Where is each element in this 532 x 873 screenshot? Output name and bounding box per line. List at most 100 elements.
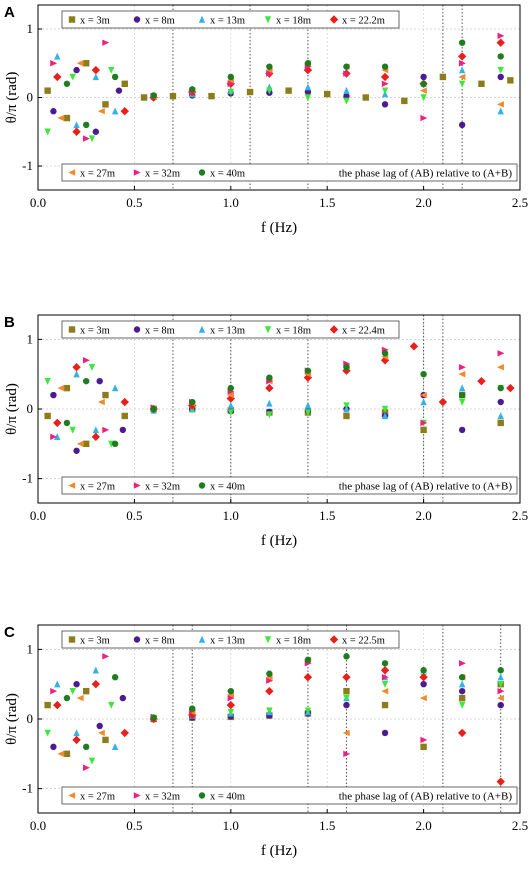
data-point — [97, 108, 105, 115]
y-axis-label: θ/π (rad) — [4, 72, 20, 124]
legend-label: x = 3m — [80, 326, 110, 337]
legend-label: x = 8m — [145, 636, 175, 647]
data-point — [72, 735, 81, 745]
data-point — [343, 402, 350, 410]
phase-lag-annotation: the phase lag of (AB) relative to (A+B) — [339, 791, 513, 803]
data-point — [83, 687, 90, 695]
legend-label: x = 32m — [145, 169, 180, 180]
data-point — [458, 121, 466, 129]
legend-label: x = 18m — [276, 16, 311, 27]
data-point — [458, 80, 466, 88]
data-point — [189, 86, 196, 93]
data-point — [83, 764, 90, 771]
data-point — [343, 750, 351, 758]
legend-label: x = 22.5m — [342, 636, 385, 647]
data-point — [91, 65, 101, 75]
data-point — [50, 391, 57, 399]
data-point — [83, 743, 90, 751]
data-point — [381, 80, 389, 87]
y-tick-label: -1 — [22, 158, 33, 173]
legend-label: x = 40m — [210, 792, 245, 803]
series-7 — [63, 39, 504, 129]
data-point — [381, 63, 389, 70]
x-tick-label: 1.0 — [223, 195, 239, 210]
data-point — [97, 398, 105, 406]
legend-marker — [198, 482, 206, 489]
data-point — [420, 680, 427, 688]
data-point — [458, 426, 466, 434]
data-point — [72, 127, 81, 136]
x-tick-label: 1.0 — [223, 818, 239, 833]
data-point — [102, 39, 110, 46]
legend-marker — [68, 482, 76, 489]
data-point — [497, 673, 504, 681]
data-point — [111, 73, 119, 81]
data-point — [497, 101, 504, 108]
series-6 — [50, 32, 505, 142]
data-point — [121, 80, 128, 87]
data-point — [458, 674, 466, 681]
panel-letter: B — [4, 314, 15, 331]
data-point — [304, 409, 312, 417]
legend-label: x = 18m — [276, 636, 311, 647]
legend-marker — [133, 169, 141, 176]
legend-label: x = 32m — [145, 482, 180, 493]
legend-label: x = 27m — [80, 482, 115, 493]
data-point — [92, 128, 100, 135]
data-point — [304, 367, 312, 374]
data-point — [50, 60, 58, 67]
legend-box-top — [61, 10, 400, 29]
data-point — [96, 722, 103, 730]
data-point — [381, 680, 389, 688]
chart-panel-C: C 0.0 0.5 1.0 1.5 2.0 2.5 1 0 -1 f (Hz) θ/π (rad) x … — [4, 624, 528, 859]
data-point — [266, 707, 273, 715]
x-axis-label: f (Hz) — [261, 843, 297, 859]
data-point — [54, 680, 61, 688]
data-point — [343, 70, 351, 77]
legend-label: x = 3m — [80, 16, 110, 27]
data-point — [381, 701, 389, 709]
data-point — [497, 107, 504, 115]
legend-label: x = 32m — [145, 792, 180, 803]
data-point — [266, 63, 273, 70]
data-point — [69, 73, 76, 81]
legend-marker — [133, 16, 141, 23]
series-6 — [50, 653, 505, 771]
data-point — [266, 70, 274, 77]
data-point — [458, 73, 466, 81]
data-point — [54, 433, 61, 441]
data-point — [324, 90, 331, 98]
legend-label: x = 40m — [210, 169, 245, 180]
data-point — [76, 694, 84, 702]
data-point — [458, 660, 466, 667]
legend-marker — [68, 636, 76, 643]
data-point — [76, 440, 84, 448]
data-point — [57, 114, 65, 122]
data-point — [120, 397, 129, 407]
data-point — [380, 72, 390, 82]
x-tick-label: 2.0 — [415, 818, 431, 833]
data-point — [420, 114, 428, 122]
data-point — [189, 398, 196, 406]
phase-lag-annotation: the phase lag of (AB) relative to (A+B) — [339, 168, 513, 180]
x-tick-label: 2.0 — [415, 508, 431, 523]
legend-label: x = 8m — [145, 16, 175, 27]
data-point — [189, 705, 196, 712]
data-point — [343, 364, 350, 371]
legend-marker — [264, 326, 272, 334]
data-point — [120, 107, 129, 116]
legend-label: x = 13m — [210, 636, 245, 647]
data-point — [50, 687, 58, 695]
data-point — [497, 398, 504, 406]
legend-marker — [264, 16, 272, 24]
data-point — [63, 694, 71, 702]
phase-lag-annotation: the phase lag of (AB) relative to (A+B) — [339, 481, 513, 493]
data-point — [304, 94, 312, 102]
data-point — [458, 687, 466, 695]
data-point — [57, 384, 65, 392]
series-1 — [50, 377, 504, 454]
data-point — [83, 121, 90, 129]
series-4 — [53, 342, 515, 442]
data-point — [150, 92, 157, 99]
data-point — [88, 364, 96, 371]
